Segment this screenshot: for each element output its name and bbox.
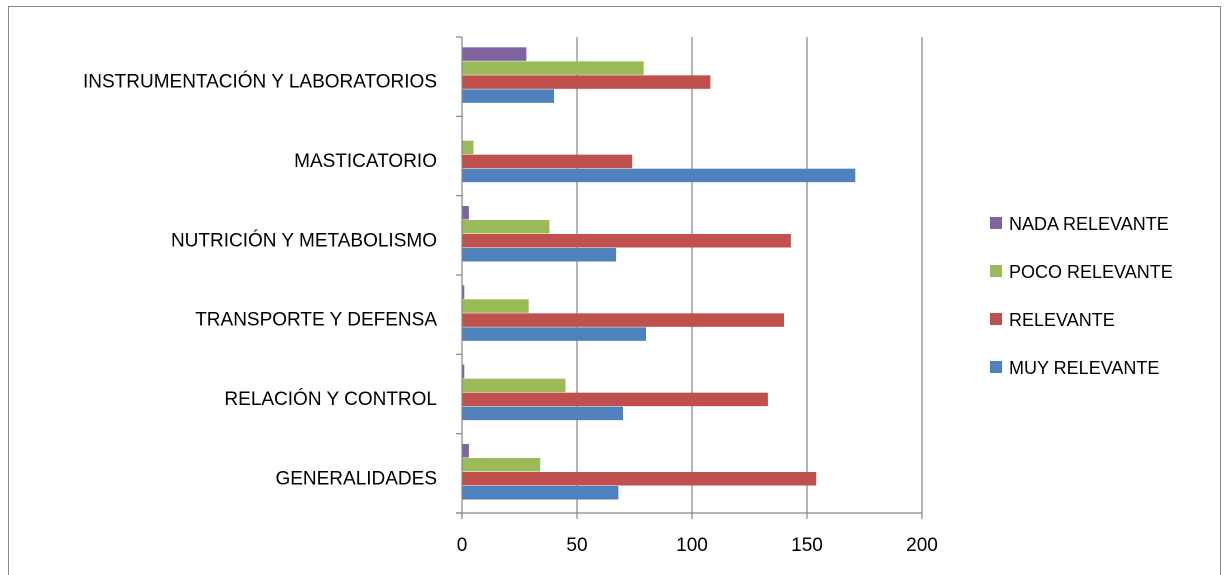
category-label: MASTICATORIO <box>294 151 437 172</box>
bar <box>462 313 784 327</box>
legend: NADA RELEVANTE POCO RELEVANTE RELEVANTE MUY… <box>990 214 1173 378</box>
bar <box>462 472 817 486</box>
legend-label: RELEVANTE <box>1009 310 1115 330</box>
bar <box>462 327 646 341</box>
bar <box>462 285 465 299</box>
bar <box>462 89 554 103</box>
x-tick-label: 150 <box>791 535 823 556</box>
bar <box>462 75 711 89</box>
bar <box>462 61 644 75</box>
bar <box>462 364 465 379</box>
bar <box>462 47 527 61</box>
gridlines <box>576 37 923 513</box>
x-tick-label: 0 <box>457 535 468 556</box>
category-label: TRANSPORTE Y DEFENSA <box>195 310 437 331</box>
bars <box>462 47 856 500</box>
bar <box>462 378 566 393</box>
bar <box>462 458 541 472</box>
x-tick-label: 200 <box>906 535 938 556</box>
legend-swatch <box>990 217 1002 229</box>
legend-swatch <box>990 265 1002 277</box>
legend-label: POCO RELEVANTE <box>1009 262 1173 282</box>
bar <box>462 444 469 458</box>
category-label: INSTRUMENTACIÓN Y LABORATORIOS <box>83 71 437 93</box>
x-tick-label: 50 <box>566 535 587 556</box>
bar <box>462 220 550 234</box>
bar <box>462 248 617 262</box>
bar <box>462 154 633 169</box>
bar <box>462 406 623 421</box>
bar <box>462 299 529 313</box>
bar <box>462 206 469 220</box>
legend-label: MUY RELEVANTE <box>1009 358 1159 378</box>
x-tick-labels: 0 50 100 150 200 <box>457 535 938 556</box>
x-tick-label: 100 <box>676 535 708 556</box>
bar <box>462 168 856 183</box>
category-label: RELACIÓN Y CONTROL <box>224 388 437 410</box>
bar <box>462 392 768 407</box>
legend-swatch <box>990 313 1002 325</box>
bar <box>462 234 791 248</box>
bar <box>462 140 474 155</box>
axes <box>456 36 923 519</box>
category-label: NUTRICIÓN Y METABOLISMO <box>171 229 437 251</box>
category-label: GENERALIDADES <box>275 468 437 489</box>
legend-label: NADA RELEVANTE <box>1009 214 1169 234</box>
category-labels: GENERALIDADES RELACIÓN Y CONTROL TRANSPORT… <box>83 71 437 490</box>
bar <box>462 486 619 500</box>
legend-swatch <box>990 361 1002 373</box>
